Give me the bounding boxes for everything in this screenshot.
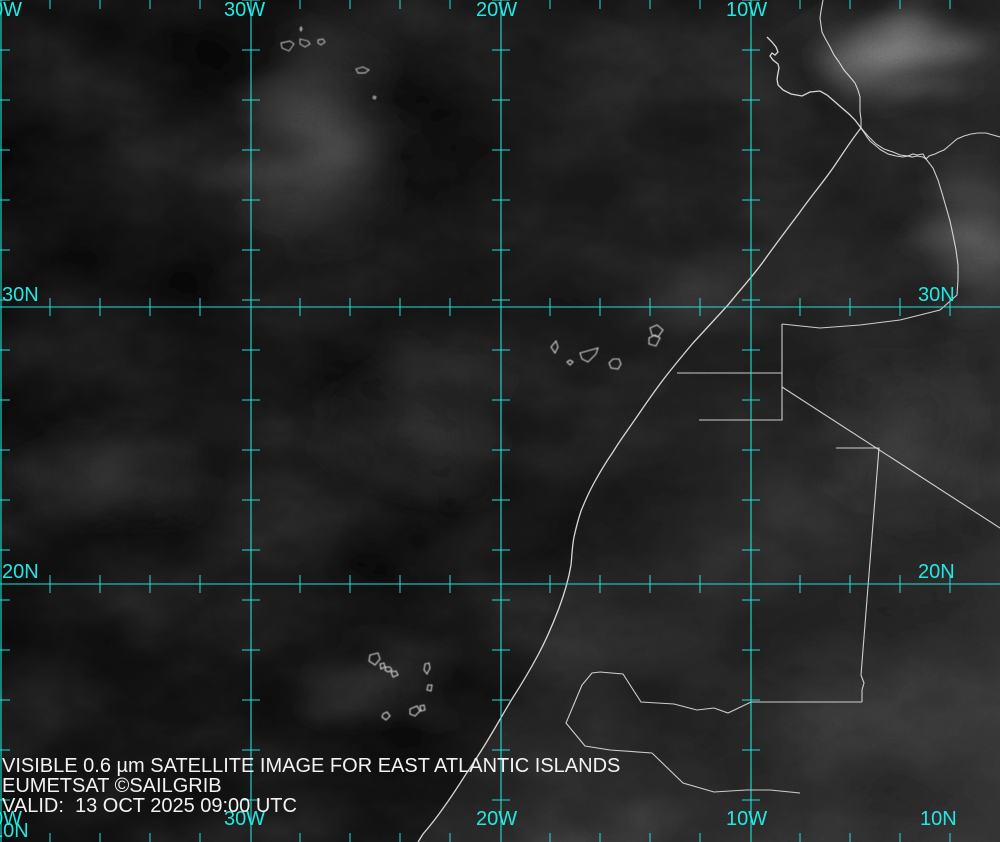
svg-text:VISIBLE 0.6 µm SATELLITE IMAGE: VISIBLE 0.6 µm SATELLITE IMAGE FOR EAST … xyxy=(2,755,620,777)
svg-text:10N: 10N xyxy=(0,820,29,842)
svg-text:EUMETSAT ©SAILGRIB: EUMETSAT ©SAILGRIB xyxy=(2,775,222,797)
svg-text:10W: 10W xyxy=(726,808,767,830)
svg-text:30N: 30N xyxy=(2,284,39,306)
svg-text:20N: 20N xyxy=(2,561,39,583)
svg-text:20N: 20N xyxy=(918,561,955,583)
svg-text:30N: 30N xyxy=(918,284,955,306)
svg-text:20W: 20W xyxy=(476,0,517,21)
svg-text:0W: 0W xyxy=(0,0,22,21)
svg-text:10N: 10N xyxy=(920,808,957,830)
svg-text:20W: 20W xyxy=(476,808,517,830)
svg-text:30W: 30W xyxy=(224,0,265,21)
svg-text:VALID: 13 OCT 2025 09:00 UTC: VALID: 13 OCT 2025 09:00 UTC xyxy=(2,795,297,817)
svg-text:10W: 10W xyxy=(726,0,767,21)
